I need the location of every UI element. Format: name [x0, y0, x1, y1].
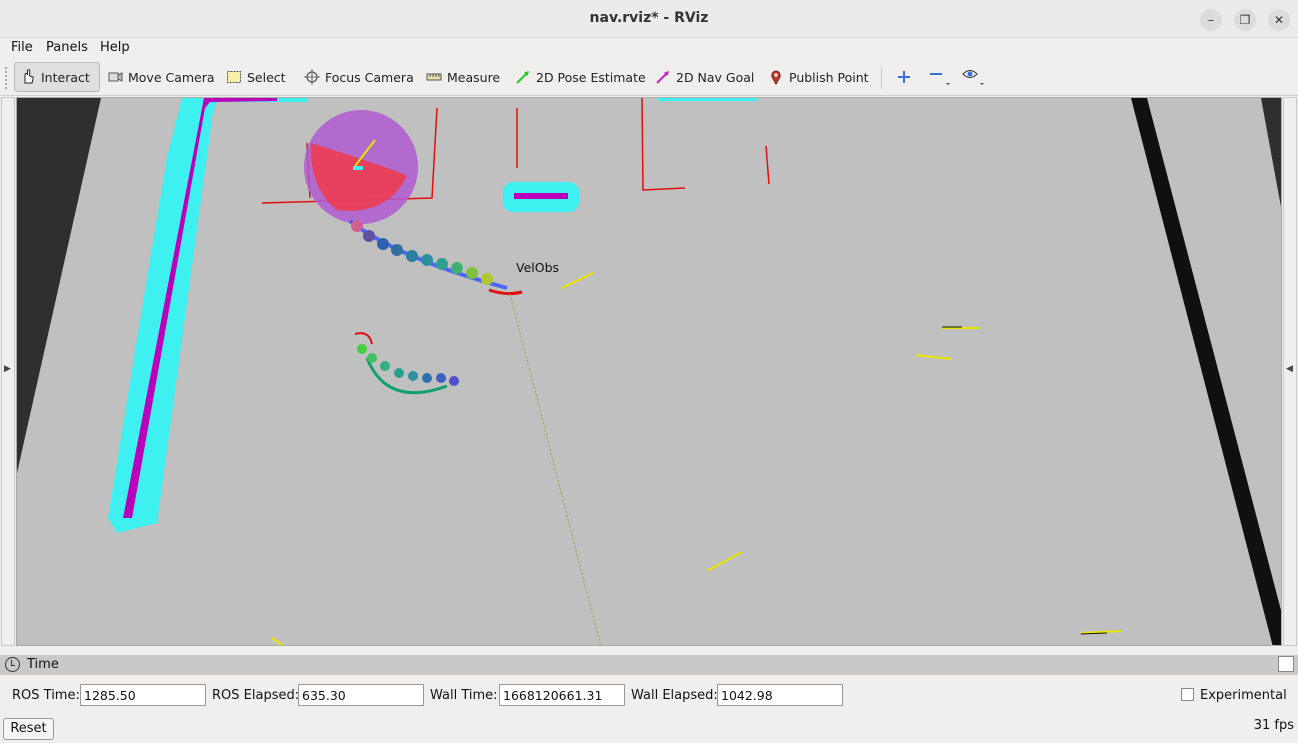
caret-right-icon: ▶ — [4, 364, 11, 374]
measure-tool-button[interactable]: Measure — [421, 62, 505, 92]
select-tool-button[interactable]: Select — [221, 62, 291, 92]
wall-elapsed-field[interactable] — [717, 684, 843, 706]
robot-marker — [353, 166, 363, 170]
ros-time-field[interactable] — [80, 684, 206, 706]
clock-icon — [5, 657, 20, 672]
pose-estimate-tool-button[interactable]: 2D Pose Estimate — [510, 62, 651, 92]
small-obstacle — [514, 193, 568, 199]
planned-path-line — [509, 293, 602, 645]
focus-camera-tool-button[interactable]: Focus Camera — [299, 62, 419, 92]
interact-tool-label: Interact — [41, 69, 90, 85]
menu-panels[interactable]: Panels — [46, 40, 88, 55]
panel-splitter[interactable] — [0, 646, 1298, 655]
minimize-icon: – — [1208, 13, 1214, 27]
left-panel-toggle[interactable]: ▶ — [1, 97, 15, 646]
velobs-label: VelObs — [516, 260, 559, 275]
inflation-zone — [108, 98, 307, 533]
wall-time-field[interactable] — [499, 684, 625, 706]
eye-icon — [962, 70, 984, 85]
scene-canvas[interactable]: VelObs — [17, 98, 1282, 646]
magenta-arrow-icon — [656, 71, 669, 84]
nav-goal-tool-label: 2D Nav Goal — [676, 69, 755, 85]
fps-counter: 31 fps — [1253, 718, 1294, 733]
publish-point-tool-button[interactable]: Publish Point — [763, 62, 874, 92]
maximize-icon: ❐ — [1239, 13, 1251, 27]
experimental-checkbox[interactable] — [1181, 688, 1194, 701]
close-button[interactable]: ✕ — [1268, 9, 1290, 31]
map-floor — [17, 98, 1281, 645]
close-icon: ✕ — [1273, 13, 1285, 27]
add-tool-button[interactable] — [891, 62, 917, 92]
pose-arrows — [271, 272, 1123, 645]
time-panel-header: Time — [0, 655, 1298, 675]
menu-help[interactable]: Help — [100, 40, 130, 55]
window-title: nav.rviz* - RViz — [589, 10, 709, 26]
pose-estimate-tool-label: 2D Pose Estimate — [536, 69, 646, 85]
experimental-label: Experimental — [1200, 688, 1287, 703]
caret-left-icon: ◀ — [1286, 364, 1293, 374]
maximize-button[interactable]: ❐ — [1234, 9, 1256, 31]
menu-file[interactable]: File — [11, 40, 33, 55]
interact-tool-button[interactable]: Interact — [14, 62, 100, 92]
minimize-button[interactable]: – — [1200, 9, 1222, 31]
trajectory-markers-2 — [354, 332, 459, 395]
right-panel-toggle[interactable]: ◀ — [1283, 97, 1297, 646]
lethal-obstacle — [123, 98, 277, 518]
robot-footprint — [310, 143, 407, 211]
ros-elapsed-label: ROS Elapsed: — [212, 688, 300, 703]
ruler-icon — [426, 73, 442, 81]
measure-tool-label: Measure — [447, 69, 501, 85]
green-arrow-icon — [516, 71, 529, 84]
wall-elapsed-label: Wall Elapsed: — [631, 688, 718, 703]
remove-tool-button[interactable] — [923, 62, 957, 92]
focus-camera-tool-label: Focus Camera — [325, 69, 414, 85]
move-camera-icon — [108, 72, 123, 82]
reset-button[interactable]: Reset — [3, 718, 54, 740]
menu-bar: File Panels Help — [0, 38, 1298, 58]
time-panel-row: ROS Time: ROS Elapsed: Wall Time: Wall E… — [0, 680, 1298, 710]
crosshair-icon — [304, 69, 320, 85]
robot-heading — [354, 139, 376, 167]
toolbar-separator — [881, 67, 882, 89]
title-bar: nav.rviz* - RViz – ❐ ✕ — [0, 0, 1298, 38]
tool-toolbar: Interact Move Camera Select Focus Camera — [0, 59, 1298, 96]
toolbar-grip[interactable] — [5, 67, 8, 89]
tool-properties-button[interactable] — [956, 62, 992, 92]
render-viewport[interactable]: VelObs — [16, 97, 1282, 646]
move-camera-tool-label: Move Camera — [128, 69, 215, 85]
plus-icon — [898, 71, 910, 83]
wall-time-label: Wall Time: — [430, 688, 498, 703]
inflation-zone-top — [657, 98, 757, 101]
move-camera-tool-button[interactable]: Move Camera — [102, 62, 220, 92]
publish-point-tool-label: Publish Point — [789, 69, 869, 85]
select-box-icon — [227, 71, 241, 83]
select-tool-label: Select — [247, 69, 286, 85]
float-panel-button[interactable] — [1278, 656, 1294, 672]
trajectory-markers-1 — [348, 219, 523, 296]
ros-time-label: ROS Time: — [12, 688, 80, 703]
status-bar: Reset 31 fps — [0, 714, 1298, 743]
time-panel-title: Time — [27, 657, 59, 672]
hand-pointer-icon — [24, 69, 34, 84]
ros-elapsed-field[interactable] — [298, 684, 424, 706]
pose-arrow-outlines — [942, 326, 1108, 635]
nav-goal-tool-button[interactable]: 2D Nav Goal — [650, 62, 759, 92]
wall-edge — [1131, 98, 1281, 645]
map-pin-icon — [771, 70, 781, 85]
minus-icon — [930, 73, 950, 85]
